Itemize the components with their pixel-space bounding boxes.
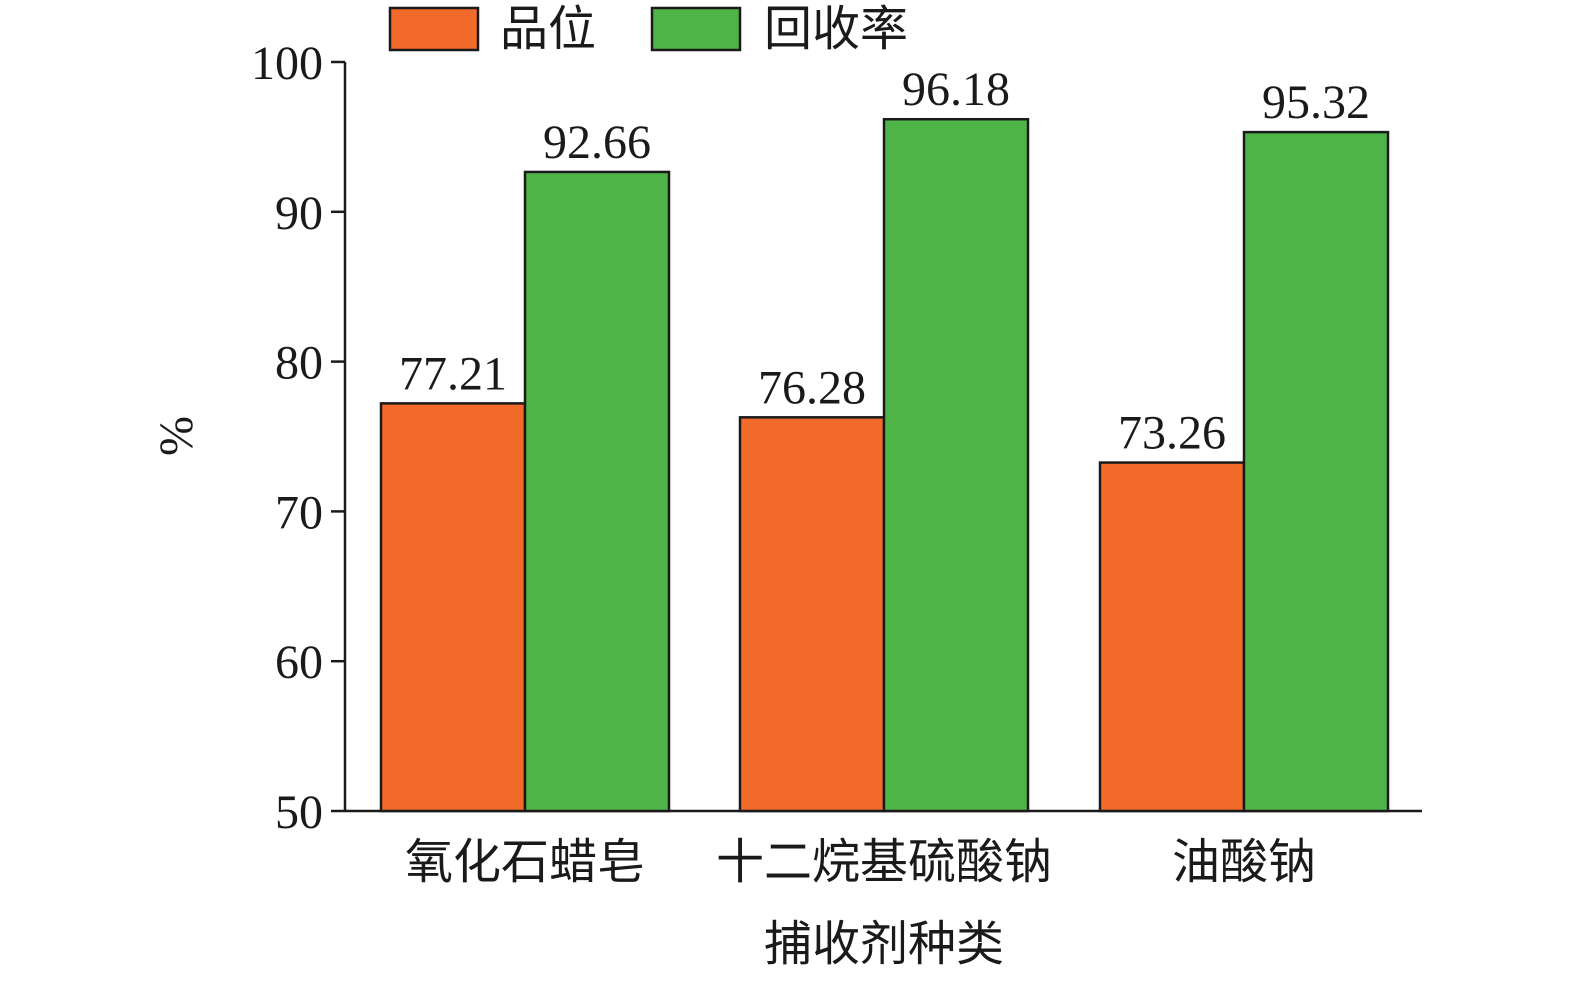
bar-recovery [523, 170, 671, 813]
y-tick-label: 100 [251, 37, 323, 90]
data-label: 76.28 [758, 361, 866, 414]
legend-swatch [650, 6, 742, 52]
data-labels-group: 77.21 76.28 73.26 92.66 96.18 95.32 [399, 63, 1370, 459]
data-label: 77.21 [399, 347, 507, 400]
bar-grade [379, 402, 527, 813]
bar-grade [1098, 461, 1246, 813]
y-axis-label: % [150, 416, 203, 456]
x-tick-label: 氧化石蜡皂 [405, 834, 645, 890]
y-tick-label: 60 [275, 636, 323, 689]
bar-recovery [1242, 130, 1390, 813]
legend-swatch [388, 6, 480, 52]
y-tick-label: 50 [275, 786, 323, 839]
legend: 品位 回收率 [388, 1, 908, 57]
data-label: 73.26 [1118, 407, 1226, 460]
x-tick-label: 油酸钠 [1172, 834, 1316, 890]
data-label: 95.32 [1262, 76, 1370, 129]
y-tick-label: 70 [275, 486, 323, 539]
y-tick-label: 90 [275, 187, 323, 240]
data-label: 92.66 [543, 116, 651, 169]
bar-recovery [882, 117, 1030, 813]
bar-grade [738, 416, 886, 813]
bars-group [379, 117, 1390, 813]
x-tick-label: 十二烷基硫酸钠 [716, 834, 1052, 890]
data-label: 96.18 [902, 63, 1010, 116]
legend-label: 品位 [500, 1, 596, 57]
legend-label: 回收率 [764, 1, 908, 57]
x-axis-label: 捕收剂种类 [764, 916, 1004, 972]
y-tick-label: 80 [275, 337, 323, 390]
